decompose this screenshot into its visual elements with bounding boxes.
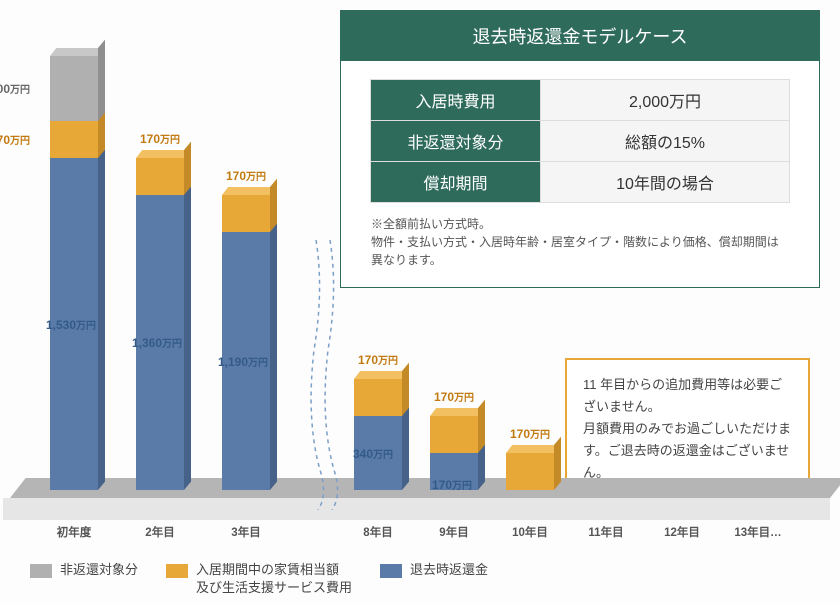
bar-side-face bbox=[478, 400, 485, 453]
axis-break-icon bbox=[310, 240, 340, 510]
bar-side-face bbox=[270, 179, 277, 232]
legend-swatch bbox=[380, 564, 402, 578]
bar-side-face bbox=[184, 142, 191, 195]
legend: 非返還対象分 入居期間中の家賃相当額 及び生活支援サービス費用 退去時返還金 bbox=[30, 561, 488, 597]
value-label: 1,360万円 bbox=[132, 335, 182, 350]
value-label: 170万円 bbox=[140, 131, 180, 146]
bar-side-face bbox=[402, 363, 409, 416]
x-axis-label: 初年度 bbox=[35, 524, 113, 540]
x-axis-label: 13年目… bbox=[719, 524, 797, 540]
value-label: 170万円 bbox=[0, 132, 30, 147]
value-label: 170万円 bbox=[358, 352, 398, 367]
bar-side-face bbox=[270, 215, 277, 490]
bar-segment-orange bbox=[506, 453, 554, 490]
x-axis-label: 11年目 bbox=[567, 524, 645, 540]
value-label: 1,190万円 bbox=[218, 354, 268, 369]
legend-text: 入居期間中の家賃相当額 及び生活支援サービス費用 bbox=[196, 561, 352, 597]
bar-segment-orange bbox=[50, 121, 98, 158]
bar-segment-orange bbox=[354, 379, 402, 416]
bar-side-face bbox=[554, 437, 561, 490]
platform-top bbox=[10, 478, 840, 498]
bar-segment-orange bbox=[136, 158, 184, 195]
x-axis-label: 2年目 bbox=[121, 524, 199, 540]
legend-swatch bbox=[30, 564, 52, 578]
value-label: 340万円 bbox=[353, 446, 393, 461]
bar-segment-orange bbox=[430, 416, 478, 453]
platform-front bbox=[3, 498, 830, 520]
value-label: 170万円 bbox=[226, 168, 266, 183]
legend-item: 非返還対象分 bbox=[30, 561, 138, 579]
bar-side-face bbox=[98, 142, 105, 490]
bar-top-face bbox=[50, 48, 104, 56]
value-label: 170万円 bbox=[510, 426, 550, 441]
legend-item: 入居期間中の家賃相当額 及び生活支援サービス費用 bbox=[166, 561, 352, 597]
bar-segment-gray bbox=[50, 56, 98, 121]
x-axis-label: 3年目 bbox=[207, 524, 285, 540]
bar-plot: 初年度1,530万円170万円300万円2年目1,360万円170万円3年目1,… bbox=[10, 10, 830, 540]
value-label: 300万円 bbox=[0, 81, 30, 96]
x-axis-label: 9年目 bbox=[415, 524, 493, 540]
bar-top-face bbox=[354, 371, 408, 379]
x-axis-label: 10年目 bbox=[491, 524, 569, 540]
bar-top-face bbox=[222, 187, 276, 195]
bar-top-face bbox=[430, 408, 484, 416]
bar-side-face bbox=[184, 179, 191, 490]
value-label: 1,530万円 bbox=[46, 317, 96, 332]
bar-top-face bbox=[506, 445, 560, 453]
value-label: 170万円 bbox=[432, 477, 472, 492]
platform bbox=[10, 478, 830, 520]
legend-text: 退去時返還金 bbox=[410, 561, 488, 579]
legend-swatch bbox=[166, 564, 188, 578]
legend-item: 退去時返還金 bbox=[380, 561, 488, 579]
x-axis-label: 8年目 bbox=[339, 524, 417, 540]
bar-top-face bbox=[136, 150, 190, 158]
bar-side-face bbox=[98, 40, 105, 121]
x-axis-label: 12年目 bbox=[643, 524, 721, 540]
value-label: 170万円 bbox=[434, 389, 474, 404]
legend-text: 非返還対象分 bbox=[60, 561, 138, 579]
bar-segment-orange bbox=[222, 195, 270, 232]
chart-container: 退去時返還金モデルケース 入居時費用 2,000万円 非返還対象分 総額の15%… bbox=[10, 10, 830, 550]
